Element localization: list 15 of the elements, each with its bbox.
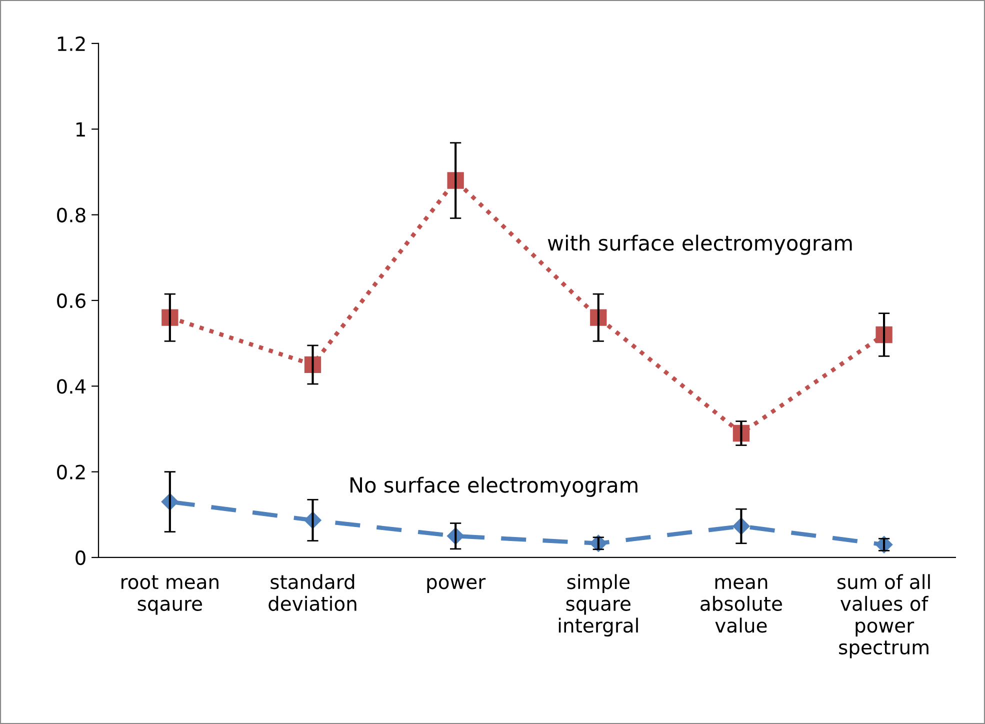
y-tick-label: 0.4 — [57, 379, 86, 394]
series-label: No surface electromyogram — [350, 476, 638, 497]
x-tick-label: simple square intergral — [558, 574, 638, 637]
y-tick-label: 1 — [76, 122, 85, 136]
series-label: with surface electromyogram — [548, 234, 852, 255]
x-tick-label: root mean sqaure — [122, 575, 218, 615]
x-tick-label: mean absolute value — [700, 578, 782, 633]
y-tick-label: 1.2 — [58, 36, 85, 51]
x-tick-label: power — [427, 578, 486, 593]
y-tick-label: 0.8 — [57, 208, 86, 222]
y-tick-label: 0.6 — [57, 293, 86, 308]
y-tick-label: 0.2 — [57, 464, 85, 480]
x-tick-label: standard deviation — [268, 574, 356, 611]
x-tick-label: sum of all values of power spectrum — [837, 574, 930, 658]
y-tick-label: 0 — [76, 550, 86, 566]
